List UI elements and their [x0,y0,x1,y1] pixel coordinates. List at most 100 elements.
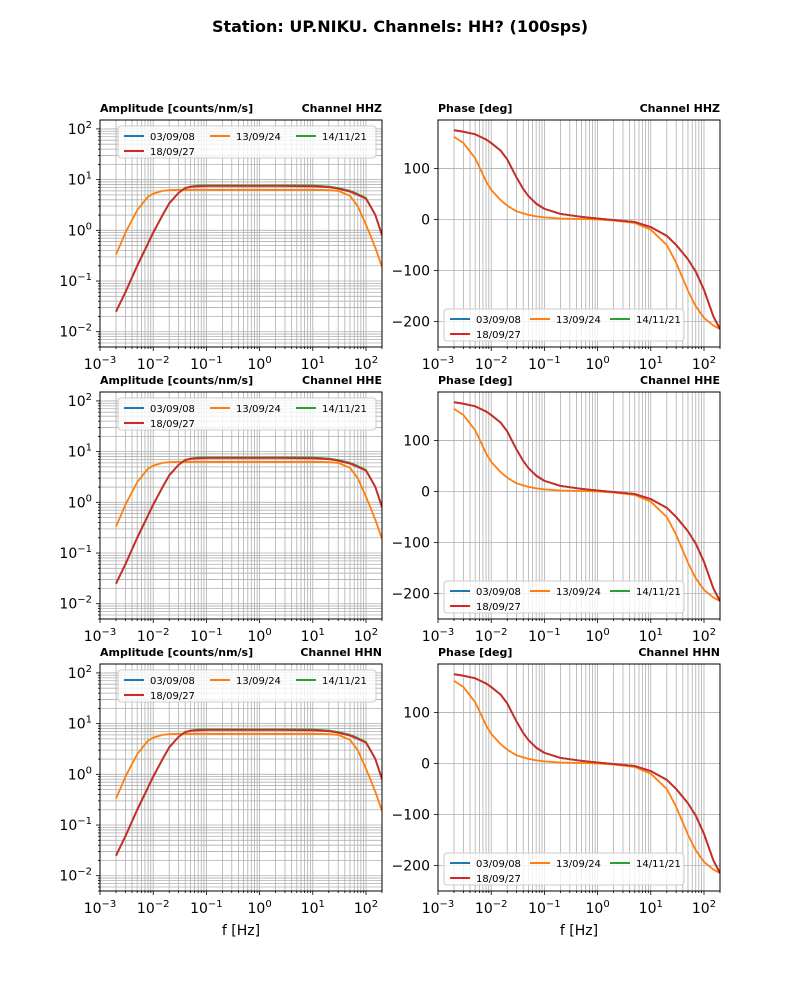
legend-label: 14/11/21 [322,676,367,687]
x-axis [437,619,721,623]
y-tick-label: 10−2 [59,323,92,341]
legend: 03/09/08 13/09/24 14/11/21 18/09/27 [443,308,685,342]
y-tick-label: −100 [392,535,430,551]
y-tick-label: 100 [403,433,430,449]
series-line-18-09-27 [115,457,382,584]
x-tick-label: 10−3 [84,899,117,917]
y-tick-label: 100 [68,221,92,239]
series-line-13-09-24 [115,460,382,540]
series-line-13-09-24 [453,680,720,874]
y-axis [434,712,438,866]
axes-frame [437,663,721,892]
x-axis-label: f [Hz] [560,923,598,939]
x-axis-label: f [Hz] [222,923,260,939]
x-tick-label: 102 [354,355,378,373]
x-tick-label: 100 [247,899,271,917]
x-tick-label: 100 [585,355,609,373]
legend-label: 13/09/24 [556,587,601,598]
x-tick-label: 10−3 [422,355,455,373]
legend-label: 18/09/27 [150,691,195,702]
series-line-03-09-08 [453,673,720,874]
legend-box [443,308,685,342]
series-line-18-09-27 [115,185,382,312]
x-tick-label: 10−1 [190,627,223,645]
x-tick-label: 10−2 [475,627,508,645]
legend-label: 13/09/24 [236,132,281,143]
x-tick-label: 100 [247,627,271,645]
y-axis [96,672,100,892]
y-tick-label: −100 [392,263,430,279]
panel-title-left: Amplitude [counts/nm/s] [100,646,253,659]
legend-label: 03/09/08 [150,676,195,687]
series-line-18-09-27 [453,673,720,874]
legend: 03/09/08 13/09/24 14/11/21 18/09/27 [443,852,685,886]
series-line-13-09-24 [115,732,382,812]
y-tick-label: −200 [392,586,430,602]
legend-label: 03/09/08 [150,404,195,415]
y-axis [96,128,100,348]
y-axis [434,168,438,322]
y-tick-label: 10−2 [59,867,92,885]
panel-title-left: Phase [deg] [438,646,512,659]
legend-label: 13/09/24 [556,859,601,870]
legend-label: 14/11/21 [322,132,367,143]
series-line-18-09-27 [453,401,720,602]
x-tick-label: 10−2 [475,355,508,373]
x-axis [99,619,383,623]
y-tick-label: 100 [68,765,92,783]
panel-hhe-amplitude: 10−3 10−2 10−1 100 101 102 10−2 10−1 100 101 102 Am… [59,374,383,645]
panel-hhz-phase: 10−3 10−2 10−1 100 101 102 −200 −100 0 100 Phase [… [392,102,721,373]
x-tick-label: 10−3 [422,899,455,917]
x-tick-label: 101 [301,355,325,373]
legend-label: 14/11/21 [322,404,367,415]
panel-title-right: Channel HHE [302,374,382,387]
legend-box [443,580,685,614]
series-line-13-09-24 [453,136,720,330]
series-line-14-11-21 [453,129,720,330]
y-tick-label: 0 [421,756,430,772]
panel-title-left: Phase [deg] [438,374,512,387]
axes-frame [99,391,383,620]
legend: 03/09/08 13/09/24 14/11/21 18/09/27 [117,669,377,703]
legend-label: 18/09/27 [476,874,521,885]
panel-hhn-amplitude: 10−3 10−2 10−1 100 101 102 10−2 10−1 100 101 102 Am… [59,646,383,939]
x-tick-label: 10−2 [137,899,170,917]
y-tick-label: 102 [68,120,92,138]
legend-box [117,669,377,703]
legend-label: 03/09/08 [476,859,521,870]
legend-label: 13/09/24 [236,676,281,687]
axes-frame [437,391,721,620]
series-group [115,456,382,584]
legend-label: 18/09/27 [476,602,521,613]
legend: 03/09/08 13/09/24 14/11/21 18/09/27 [117,125,377,159]
legend-label: 13/09/24 [556,315,601,326]
legend-label: 18/09/27 [476,330,521,341]
x-tick-label: 10−2 [137,627,170,645]
y-axis [96,400,100,620]
series-line-18-09-27 [453,129,720,330]
y-tick-label: 0 [421,484,430,500]
y-tick-label: 100 [403,705,430,721]
legend-label: 03/09/08 [476,315,521,326]
x-tick-label: 101 [301,627,325,645]
x-axis [437,347,721,351]
x-tick-label: 10−1 [190,355,223,373]
legend-box [443,852,685,886]
panel-title-left: Amplitude [counts/nm/s] [100,102,253,115]
panel-title-right: Channel HHN [300,646,382,659]
x-tick-label: 102 [354,627,378,645]
axes-frame [437,119,721,348]
x-axis [437,891,721,895]
x-tick-label: 101 [639,355,663,373]
legend-label: 03/09/08 [150,132,195,143]
legend-box [117,397,377,431]
x-tick-label: 10−2 [137,355,170,373]
y-tick-label: −200 [392,314,430,330]
series-line-13-09-24 [115,188,382,268]
series-line-03-09-08 [453,129,720,330]
x-tick-label: 102 [692,355,716,373]
y-tick-label: 102 [68,664,92,682]
legend: 03/09/08 13/09/24 14/11/21 18/09/27 [443,580,685,614]
panel-title-left: Amplitude [counts/nm/s] [100,374,253,387]
axes-frame [99,119,383,348]
